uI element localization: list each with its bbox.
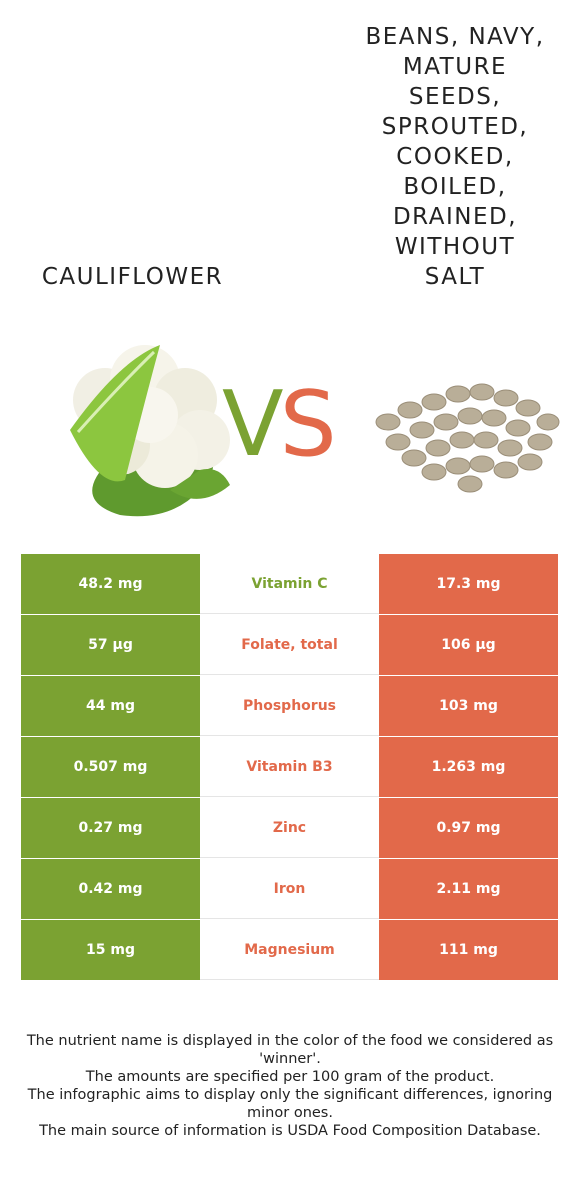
left-value: 15 mg: [21, 920, 200, 980]
left-value: 0.507 mg: [21, 737, 200, 797]
left-food-title: CAULIFLOWER: [41, 264, 224, 290]
right-food-title: BEANS, NAVY, MATURE SEEDS, SPROUTED, COOKED,…: [350, 22, 560, 292]
nutrient-row: 0.507 mg Vitamin B3 1.263 mg: [21, 737, 558, 798]
right-value: 17.3 mg: [379, 554, 558, 614]
nutrient-name: Folate, total: [200, 615, 379, 675]
left-value: 48.2 mg: [21, 554, 200, 614]
nutrient-name: Vitamin C: [200, 554, 379, 614]
right-food-title-line: SEEDS,: [408, 84, 502, 110]
nutrient-row: 48.2 mg Vitamin C 17.3 mg: [21, 554, 558, 615]
right-value: 1.263 mg: [379, 737, 558, 797]
left-value: 0.42 mg: [21, 859, 200, 919]
right-food-title-line: BOILED,: [403, 174, 507, 200]
navy-beans-image: [375, 383, 560, 493]
footer-notes: The nutrient name is displayed in the co…: [20, 1032, 560, 1140]
right-food-title-line: WITHOUT: [394, 234, 516, 260]
footer-note: The amounts are specified per 100 gram o…: [85, 1069, 495, 1085]
nutrient-name: Zinc: [200, 798, 379, 858]
nutrient-row: 44 mg Phosphorus 103 mg: [21, 676, 558, 737]
right-food-title-line: MATURE: [402, 54, 508, 80]
nutrient-row: 15 mg Magnesium 111 mg: [21, 920, 558, 981]
right-value: 103 mg: [379, 676, 558, 736]
right-value: 0.97 mg: [379, 798, 558, 858]
footer-note: The nutrient name is displayed in the co…: [26, 1033, 554, 1067]
nutrient-name: Vitamin B3: [200, 737, 379, 797]
right-food-title-line: COOKED,: [396, 144, 514, 170]
right-value: 2.11 mg: [379, 859, 558, 919]
vs-label: VS: [222, 372, 337, 477]
footer-note: The infographic aims to display only the…: [27, 1087, 553, 1121]
nutrient-row: 0.42 mg Iron 2.11 mg: [21, 859, 558, 920]
right-food-title-line: DRAINED,: [392, 204, 518, 230]
nutrient-name: Magnesium: [200, 920, 379, 980]
right-value: 111 mg: [379, 920, 558, 980]
right-food-title-line: BEANS, NAVY,: [365, 24, 545, 50]
left-value: 57 µg: [21, 615, 200, 675]
right-food-title-line: SPROUTED,: [381, 114, 529, 140]
nutrient-name: Iron: [200, 859, 379, 919]
nutrient-row: 0.27 mg Zinc 0.97 mg: [21, 798, 558, 859]
left-value: 0.27 mg: [21, 798, 200, 858]
cauliflower-image: [70, 345, 230, 517]
nutrient-comparison-table: 48.2 mg Vitamin C 17.3 mg 57 µg Folate, tota…: [21, 554, 558, 981]
nutrient-name: Phosphorus: [200, 676, 379, 736]
left-value: 44 mg: [21, 676, 200, 736]
footer-note: The main source of information is USDA F…: [39, 1123, 541, 1139]
right-value: 106 µg: [379, 615, 558, 675]
right-food-title-line: SALT: [424, 264, 486, 290]
nutrient-row: 57 µg Folate, total 106 µg: [21, 615, 558, 676]
